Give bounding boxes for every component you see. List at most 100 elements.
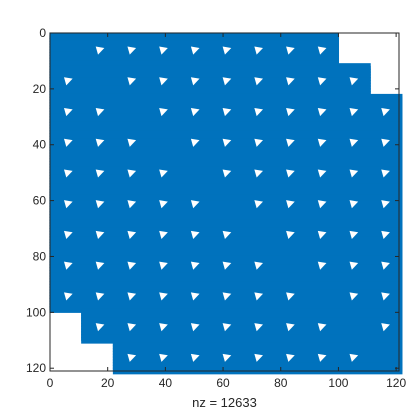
zero-gap [127, 200, 137, 209]
zero-gap [190, 108, 200, 117]
zero-gap [381, 169, 390, 178]
zero-gap [317, 138, 327, 147]
zero-gap [95, 292, 105, 301]
zero-gap [254, 46, 264, 55]
axes-box [49, 32, 400, 372]
zero-gap [286, 108, 295, 117]
zero-gap [349, 261, 359, 270]
zero-gap [127, 169, 137, 178]
zero-gap [349, 169, 359, 178]
zero-gap [286, 138, 295, 147]
zero-gap [159, 169, 168, 178]
zero-gap [190, 46, 200, 55]
zero-gap [254, 353, 264, 362]
zero-gap [159, 46, 168, 55]
zero-gap [317, 261, 327, 270]
x-tick-label: 100 [328, 376, 348, 390]
zero-gap [63, 77, 73, 86]
zero-gap [254, 77, 264, 86]
zero-gap [63, 108, 73, 117]
zero-gap [381, 108, 390, 117]
zero-gap [222, 323, 232, 332]
y-tick-label: 20 [33, 82, 47, 96]
zero-gap [254, 292, 264, 301]
zero-gap [190, 230, 200, 240]
zero-gap [95, 261, 105, 270]
zero-gap [349, 230, 359, 240]
zero-gap [127, 77, 137, 86]
zero-gap [381, 261, 390, 270]
nonzero-markers [49, 32, 403, 375]
zero-gap [222, 108, 232, 117]
zero-gap [63, 261, 73, 270]
zero-gap [317, 108, 327, 117]
y-tick-label: 0 [39, 26, 46, 40]
zero-gap [63, 292, 73, 301]
x-tick-label: 80 [274, 376, 288, 390]
zero-gap [159, 261, 168, 270]
zero-gap [254, 138, 264, 147]
zero-gap [254, 261, 264, 270]
zero-gap [286, 323, 295, 332]
zero-gap [159, 77, 168, 86]
zero-gap [190, 200, 200, 209]
zero-gap [286, 230, 295, 240]
zero-gap [159, 292, 168, 301]
zero-gap [127, 261, 137, 270]
zero-gap [222, 77, 232, 86]
zero-gap [286, 46, 295, 55]
y-tick-label: 40 [33, 138, 47, 152]
zero-gap [127, 353, 137, 362]
x-tick-label: 20 [101, 376, 115, 390]
zero-gap [317, 353, 327, 362]
x-axis-label: nz = 12633 [192, 395, 257, 410]
zero-gap [95, 46, 105, 55]
zero-gap [254, 169, 264, 178]
zero-gap [317, 323, 327, 332]
zero-gap [159, 200, 168, 209]
zero-gap [190, 138, 200, 147]
zero-gap [381, 292, 390, 301]
zero-gap [63, 200, 73, 209]
zero-gap [381, 200, 390, 209]
zero-gap [95, 169, 105, 178]
zero-gap [63, 169, 73, 178]
zero-gap [286, 77, 295, 86]
zero-gap [381, 230, 390, 240]
zero-gap [317, 169, 327, 178]
x-tick-label: 120 [386, 376, 406, 390]
zero-gap [349, 353, 359, 362]
zero-gap [127, 230, 137, 240]
zero-gap [190, 323, 200, 332]
y-tick-label: 120 [26, 361, 46, 375]
zero-gap [381, 323, 390, 332]
zero-gap [349, 108, 359, 117]
zero-gap [127, 46, 137, 55]
zero-gap [190, 261, 200, 270]
x-tick-label: 0 [47, 376, 54, 390]
zero-gap [127, 323, 137, 332]
zero-gap [127, 292, 137, 301]
y-tick-label: 60 [33, 194, 47, 208]
zero-gap [222, 353, 232, 362]
x-tick-label: 40 [159, 376, 173, 390]
zero-gap [286, 292, 295, 301]
zero-gap [286, 169, 295, 178]
zero-gap [254, 323, 264, 332]
zero-gap [159, 353, 168, 362]
zero-gap [222, 169, 232, 178]
zero-gap [381, 138, 390, 147]
zero-gap [95, 108, 105, 117]
zero-gap [190, 292, 200, 301]
zero-gap [349, 200, 359, 209]
zero-gap [286, 200, 295, 209]
zero-gap [222, 138, 232, 147]
x-tick-label: 60 [216, 376, 230, 390]
zero-gap [190, 77, 200, 86]
zero-gap [317, 77, 327, 86]
zero-gap [95, 200, 105, 209]
zero-gap [190, 353, 200, 362]
zero-gap [254, 108, 264, 117]
